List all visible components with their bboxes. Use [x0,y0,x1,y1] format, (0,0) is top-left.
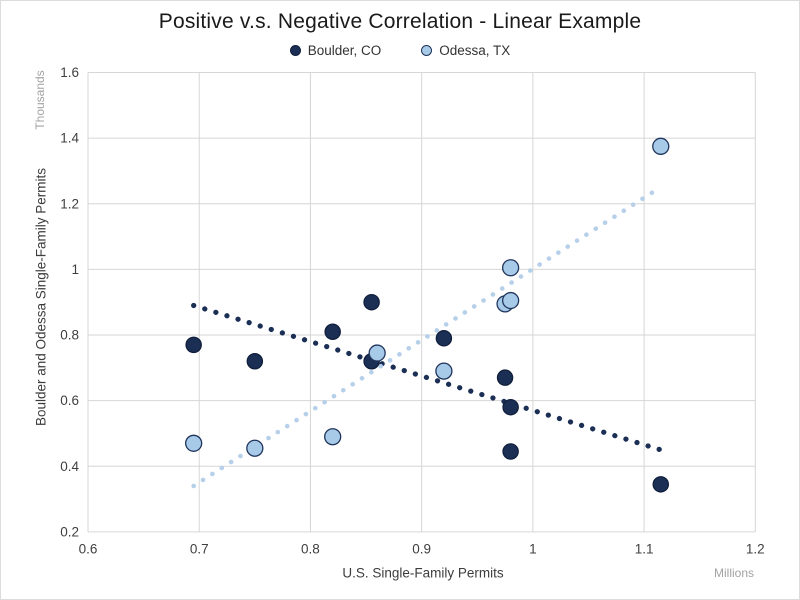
svg-text:1.4: 1.4 [60,131,79,146]
data-point [435,330,453,347]
svg-text:0.8: 0.8 [301,542,320,557]
svg-text:1.1: 1.1 [635,542,654,557]
odessa-marker-icon [421,45,433,56]
svg-text:1.6: 1.6 [60,65,79,80]
trendline-odessa [191,188,658,489]
svg-text:0.6: 0.6 [79,542,98,557]
data-point [435,362,453,380]
svg-text:0.4: 0.4 [60,459,79,474]
svg-text:1: 1 [529,542,537,557]
x-axis-title: U.S. Single-Family Permits [342,565,504,581]
data-point [501,291,520,310]
data-point [502,443,519,460]
svg-text:0.8: 0.8 [60,328,79,343]
data-point [496,369,514,386]
svg-text:0.7: 0.7 [190,542,209,557]
legend-label-odessa: Odessa, TX [439,43,511,58]
data-point [185,336,202,354]
svg-text:0.2: 0.2 [60,524,79,539]
data-point [363,293,380,311]
svg-text:1: 1 [71,262,79,277]
data-point [246,353,264,370]
data-point [652,137,670,155]
x-tick-labels: 0.6 0.7 0.8 0.9 1 1.1 1.2 [79,542,765,557]
data-point [246,439,264,457]
svg-text:1.2: 1.2 [60,196,79,211]
data-point [652,476,670,493]
svg-text:0.6: 0.6 [60,393,79,408]
x-axis-unit-label: Millions [713,566,754,580]
legend-item-boulder: Boulder, CO [289,43,382,58]
data-point [368,344,386,362]
svg-text:0.9: 0.9 [412,542,431,557]
data-point [501,259,520,277]
data-point [324,428,342,446]
legend-item-odessa: Odessa, TX [421,43,510,58]
y-tick-labels: 0.2 0.4 0.6 0.8 1 1.2 1.4 1.6 [60,65,79,539]
svg-text:1.2: 1.2 [746,542,765,557]
data-point [324,323,341,340]
gridlines [87,72,756,533]
data-point [502,398,519,416]
series-odessa-points [185,137,670,457]
data-point [185,434,203,452]
trendline-boulder [191,302,664,453]
legend: Boulder, CO Odessa, TX [0,43,800,58]
legend-label-boulder: Boulder, CO [307,43,382,58]
chart-title: Positive v.s. Negative Correlation - Lin… [158,10,642,33]
boulder-marker-icon [289,45,301,56]
